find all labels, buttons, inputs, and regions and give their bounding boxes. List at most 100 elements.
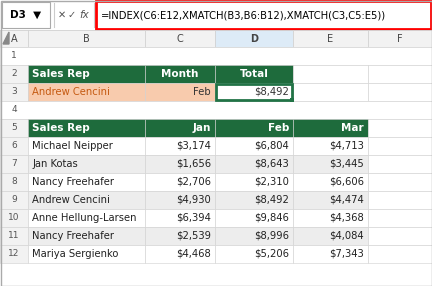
Text: $2,706: $2,706 [176, 177, 211, 187]
Text: $4,368: $4,368 [329, 213, 364, 223]
Text: B: B [83, 33, 90, 43]
Text: 11: 11 [8, 231, 20, 241]
Bar [145, 83, 215, 101]
Text: Mar: Mar [341, 123, 364, 133]
Bar [215, 245, 293, 263]
Bar [368, 119, 432, 137]
Text: 5: 5 [11, 124, 17, 132]
Text: $6,606: $6,606 [329, 177, 364, 187]
Text: 6: 6 [11, 142, 17, 150]
Bar [0, 227, 28, 245]
Bar [215, 83, 293, 101]
Bar [293, 155, 368, 173]
Bar [0, 65, 28, 83]
Bar [215, 119, 293, 137]
Bar [368, 245, 432, 263]
Text: Feb: Feb [268, 123, 289, 133]
Text: Total: Total [240, 69, 268, 79]
Text: $4,084: $4,084 [329, 231, 364, 241]
Bar [28, 119, 145, 137]
Text: Jan Kotas: Jan Kotas [32, 159, 78, 169]
Text: D: D [250, 33, 258, 43]
Bar [28, 173, 145, 191]
Bar [293, 191, 368, 209]
Text: E: E [327, 33, 334, 43]
Bar [0, 30, 28, 47]
Bar [0, 119, 28, 137]
Bar [145, 173, 215, 191]
Bar [0, 0, 432, 30]
Bar [215, 191, 293, 209]
Bar [28, 137, 145, 155]
Bar [216, 84, 292, 100]
Text: $4,474: $4,474 [329, 195, 364, 205]
Text: $8,643: $8,643 [254, 159, 289, 169]
Text: ✓: ✓ [68, 10, 76, 20]
Bar [145, 209, 215, 227]
Text: $1,656: $1,656 [176, 159, 211, 169]
Bar [368, 83, 432, 101]
Bar [293, 227, 368, 245]
Bar [368, 137, 432, 155]
Bar [368, 65, 432, 83]
Text: $4,930: $4,930 [176, 195, 211, 205]
Text: 3: 3 [11, 88, 17, 96]
Bar [215, 137, 293, 155]
Text: 7: 7 [11, 160, 17, 168]
Bar [28, 209, 145, 227]
Text: $8,492: $8,492 [254, 195, 289, 205]
Text: Anne Hellung-Larsen: Anne Hellung-Larsen [32, 213, 137, 223]
Bar [145, 155, 215, 173]
Bar [0, 83, 28, 101]
Bar [215, 209, 293, 227]
Bar [96, 1, 431, 29]
Text: Mariya Sergienko: Mariya Sergienko [32, 249, 118, 259]
Bar [145, 65, 215, 83]
Bar [0, 30, 28, 47]
Bar [0, 245, 28, 263]
Bar [215, 227, 293, 245]
Bar [293, 137, 368, 155]
Text: 10: 10 [8, 214, 20, 223]
Text: Jan: Jan [193, 123, 211, 133]
Text: $6,804: $6,804 [254, 141, 289, 151]
Text: 2: 2 [11, 69, 17, 78]
Bar [28, 155, 145, 173]
Text: $8,492: $8,492 [254, 87, 289, 97]
Text: $7,343: $7,343 [329, 249, 364, 259]
Text: $3,445: $3,445 [329, 159, 364, 169]
Text: Nancy Freehafer: Nancy Freehafer [32, 231, 114, 241]
Text: Sales Rep: Sales Rep [32, 123, 90, 133]
Bar [368, 191, 432, 209]
Bar [215, 173, 293, 191]
Text: 4: 4 [11, 106, 17, 114]
Bar [290, 98, 294, 102]
Bar [368, 30, 432, 47]
Text: 9: 9 [11, 196, 17, 204]
Text: Nancy Freehafer: Nancy Freehafer [32, 177, 114, 187]
Text: $8,996: $8,996 [254, 231, 289, 241]
Bar [293, 245, 368, 263]
Text: ✕: ✕ [58, 10, 66, 20]
Bar [28, 65, 145, 83]
Bar [293, 119, 368, 137]
Bar [0, 47, 432, 65]
Text: D3  ▼: D3 ▼ [10, 10, 41, 20]
Bar [145, 30, 215, 47]
Text: $5,206: $5,206 [254, 249, 289, 259]
Bar [368, 173, 432, 191]
Text: =INDEX(C6:E12,XMATCH(B3,B6:B12),XMATCH(C3,C5:E5)): =INDEX(C6:E12,XMATCH(B3,B6:B12),XMATCH(C… [101, 10, 386, 20]
Polygon shape [3, 32, 9, 44]
Bar [145, 137, 215, 155]
Text: Michael Neipper: Michael Neipper [32, 141, 113, 151]
Bar [215, 65, 293, 83]
Text: $9,846: $9,846 [254, 213, 289, 223]
Text: 1: 1 [11, 51, 17, 61]
Bar [293, 209, 368, 227]
Text: $3,174: $3,174 [176, 141, 211, 151]
Bar [0, 101, 432, 119]
Bar [28, 245, 145, 263]
Text: $4,468: $4,468 [176, 249, 211, 259]
Bar [0, 209, 28, 227]
Bar [293, 173, 368, 191]
